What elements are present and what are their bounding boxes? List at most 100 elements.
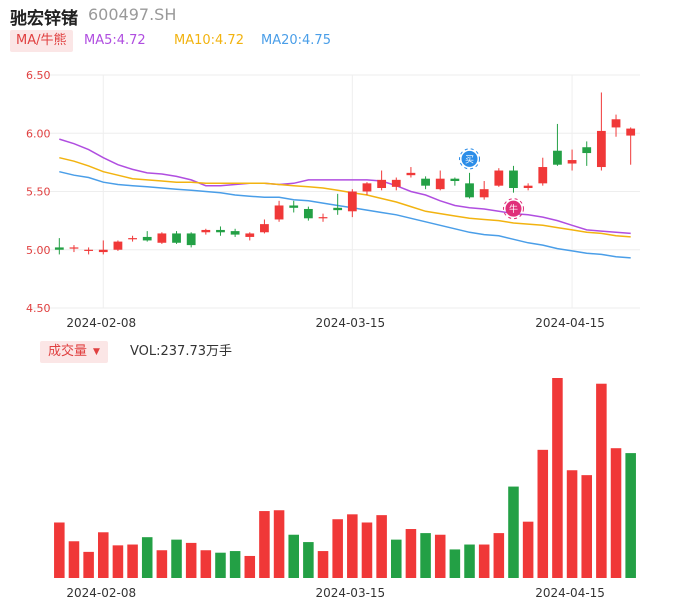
candle-body — [567, 160, 577, 164]
volume-bar — [625, 453, 636, 578]
y-tick-label: 5.50 — [26, 186, 51, 199]
volume-bar — [215, 552, 226, 578]
candle — [582, 141, 592, 166]
volume-bar — [83, 551, 94, 578]
ma10-legend: MA10:4.72 — [174, 33, 244, 48]
candle — [69, 245, 79, 253]
volume-bar — [449, 549, 461, 578]
candle-body — [626, 128, 636, 136]
stock-name: 驰宏锌锗 — [10, 9, 78, 29]
candle-body — [318, 217, 328, 219]
volume-bar — [522, 521, 534, 578]
candle-body — [611, 119, 621, 128]
candle-body — [113, 241, 123, 250]
candle — [567, 149, 577, 171]
stock-code: 600497.SH — [88, 5, 177, 24]
candle-body — [391, 179, 401, 187]
volume-bar — [596, 383, 607, 578]
candle — [201, 228, 211, 235]
candle — [260, 219, 269, 234]
candle-body — [582, 147, 592, 154]
volume-bar — [273, 510, 285, 578]
candle — [435, 170, 445, 191]
candle-body — [98, 249, 108, 253]
candle — [289, 200, 299, 213]
candle — [421, 176, 430, 190]
volume-bar — [391, 539, 402, 578]
volume-bar — [434, 534, 446, 578]
bull-signal-icon: 牛 — [502, 198, 524, 220]
volume-bar — [508, 486, 519, 578]
candle — [362, 182, 372, 195]
volume-bar — [185, 542, 197, 578]
candle-body — [494, 170, 504, 186]
buy-signal-icon: 买 — [459, 148, 481, 170]
candle-body — [333, 207, 343, 211]
ma-selector-button[interactable]: MA/牛熊 — [10, 30, 73, 52]
volume-bar — [478, 544, 490, 578]
candle — [98, 240, 108, 255]
candle — [509, 165, 518, 193]
candle — [406, 167, 416, 178]
candle — [553, 123, 562, 166]
candle — [113, 240, 123, 251]
candle — [142, 231, 152, 242]
y-tick-label: 6.50 — [26, 69, 51, 82]
volume-bar — [332, 519, 343, 578]
candlestick-chart[interactable]: 6.50 6.00 5.50 5.00 4.50 2024-02-08 2024-03-15… — [0, 60, 686, 380]
x-tick-label: 2024-04-15 — [535, 586, 605, 600]
volume-bar — [112, 545, 124, 578]
candle-body — [538, 167, 548, 184]
volume-bar — [347, 514, 358, 578]
volume-bar — [54, 522, 65, 578]
candle — [274, 200, 284, 222]
candle-body — [509, 170, 518, 189]
y-tick-label: 4.50 — [26, 302, 51, 315]
x-tick-label: 2024-03-15 — [315, 586, 385, 600]
candle-body — [479, 189, 489, 198]
candle-body — [421, 178, 430, 186]
candle — [318, 213, 328, 222]
candle — [538, 157, 548, 186]
candle — [128, 235, 137, 242]
ma10-line — [59, 156, 631, 238]
candle — [626, 127, 636, 165]
candle — [245, 232, 255, 241]
volume-bar — [610, 448, 622, 578]
candle — [450, 177, 460, 186]
candle-body — [230, 231, 240, 235]
candle-body — [596, 130, 606, 168]
volume-bar — [317, 551, 329, 578]
x-tick-label: 2024-02-08 — [66, 586, 136, 600]
candle-body — [274, 205, 284, 220]
candle-body — [157, 233, 167, 243]
volume-bar — [98, 532, 109, 578]
candle-body — [172, 233, 181, 243]
candle — [494, 168, 504, 187]
candle — [333, 193, 343, 215]
volume-bar — [259, 511, 270, 578]
candle — [230, 228, 240, 237]
header: 驰宏锌锗 600497.SH — [0, 0, 686, 30]
candle — [391, 177, 401, 191]
volume-bar — [68, 541, 80, 578]
volume-bar — [405, 529, 417, 578]
candle-body — [406, 172, 416, 176]
volume-bar — [127, 544, 138, 578]
candle — [596, 92, 606, 171]
ma5-legend: MA5:4.72 — [84, 33, 146, 48]
ma-legend: MA/牛熊 MA5:4.72 MA10:4.72 MA20:4.75 — [10, 30, 686, 54]
volume-bar — [200, 550, 212, 578]
candle-body — [553, 150, 562, 165]
candle-body — [186, 233, 196, 246]
volume-value: VOL:237.73万手 — [130, 344, 233, 359]
candle — [479, 181, 489, 200]
volume-bar — [244, 555, 256, 578]
volume-chart[interactable]: 2024-02-08 2024-03-15 2024-04-15 — [0, 366, 686, 606]
volume-bar — [493, 533, 505, 578]
candle-body — [260, 224, 269, 233]
volume-selector-button[interactable]: 成交量 ▼ — [40, 341, 108, 363]
candle-body — [465, 183, 474, 198]
volume-bar — [566, 470, 578, 578]
volume-bar — [464, 544, 475, 578]
